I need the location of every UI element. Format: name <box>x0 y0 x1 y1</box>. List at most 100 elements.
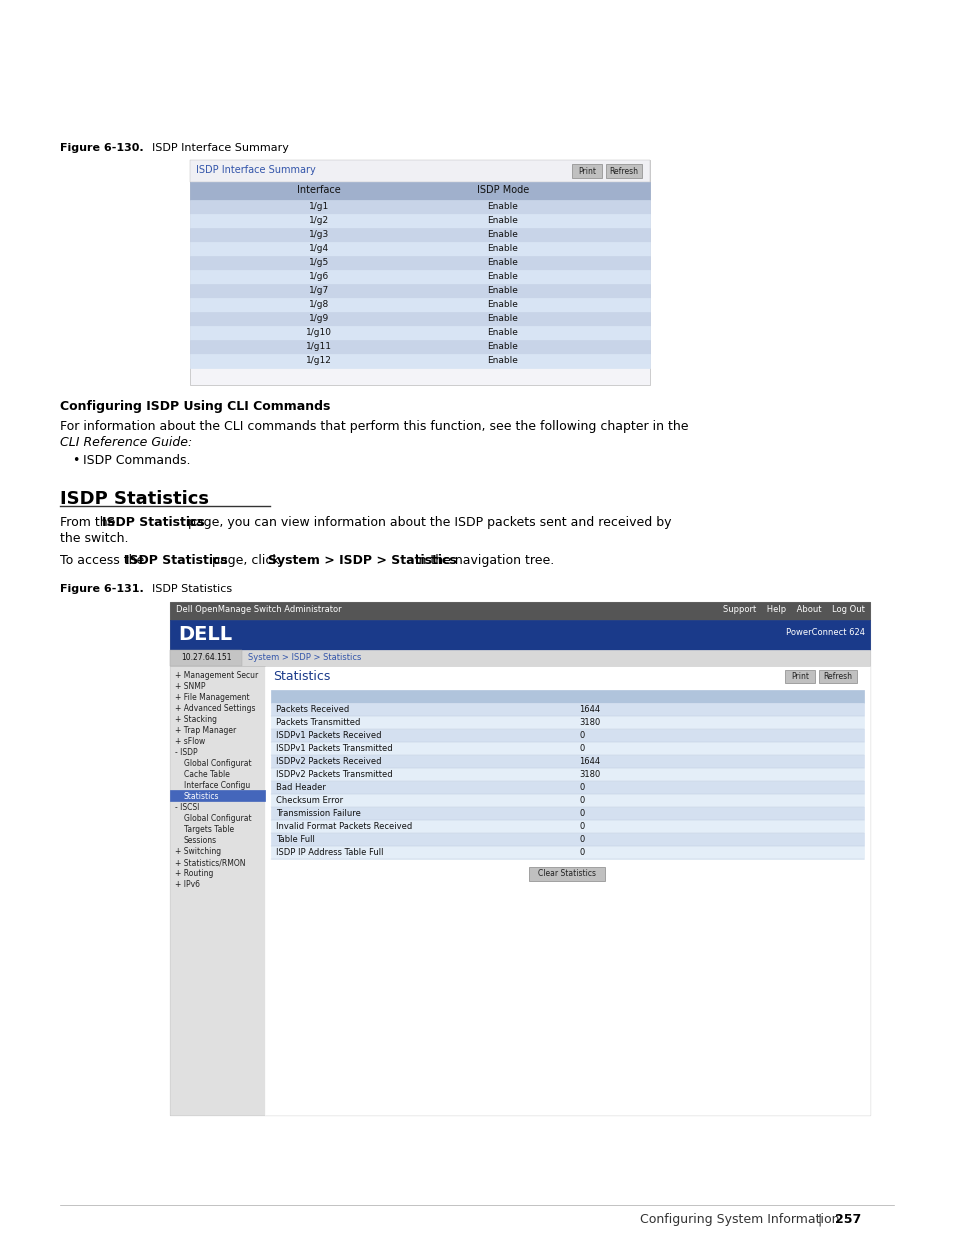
Bar <box>271 703 863 716</box>
Text: Enable: Enable <box>487 258 517 267</box>
Text: Bad Header: Bad Header <box>275 783 326 792</box>
Text: Transmission Failure: Transmission Failure <box>275 809 360 818</box>
Bar <box>190 200 649 214</box>
Text: 0: 0 <box>578 823 584 831</box>
Text: Enable: Enable <box>487 230 517 240</box>
Text: page, click: page, click <box>208 555 283 567</box>
Bar <box>190 312 649 326</box>
Text: Enable: Enable <box>487 272 517 282</box>
Bar <box>190 256 649 270</box>
Text: ISDPv2 Packets Transmitted: ISDPv2 Packets Transmitted <box>275 769 393 779</box>
Text: + Trap Manager: + Trap Manager <box>174 726 236 735</box>
Bar <box>170 601 869 620</box>
Text: Enable: Enable <box>487 329 517 337</box>
Text: Sessions: Sessions <box>184 836 217 845</box>
Bar <box>605 164 641 178</box>
Bar <box>271 768 863 781</box>
Text: |: | <box>817 1213 821 1226</box>
Text: + Routing: + Routing <box>174 869 213 878</box>
Text: in the navigation tree.: in the navigation tree. <box>411 555 554 567</box>
Bar <box>170 620 869 650</box>
Text: ISDP Interface Summary: ISDP Interface Summary <box>138 143 289 153</box>
Text: Packets Transmitted: Packets Transmitted <box>275 718 360 727</box>
Bar <box>190 161 649 385</box>
Bar <box>190 270 649 284</box>
Bar <box>271 832 863 846</box>
Bar <box>190 354 649 368</box>
Text: + File Management: + File Management <box>174 693 250 701</box>
Bar <box>190 340 649 354</box>
Bar <box>271 820 863 832</box>
Text: Configuring ISDP Using CLI Commands: Configuring ISDP Using CLI Commands <box>60 400 330 412</box>
Text: Interface: Interface <box>296 185 340 195</box>
Text: Enable: Enable <box>487 342 517 351</box>
Text: Enable: Enable <box>487 216 517 225</box>
Text: 3180: 3180 <box>578 718 600 727</box>
Bar <box>271 806 863 820</box>
Text: 1/g8: 1/g8 <box>309 300 329 309</box>
Text: + IPv6: + IPv6 <box>174 881 200 889</box>
Bar <box>170 650 869 666</box>
Text: ISDP Interface Summary: ISDP Interface Summary <box>195 165 315 175</box>
Text: Figure 6-131.: Figure 6-131. <box>60 584 144 594</box>
Text: Global Configurat: Global Configurat <box>184 814 252 823</box>
Text: Clear Statistics: Clear Statistics <box>537 869 596 878</box>
Bar <box>271 781 863 794</box>
Text: Enable: Enable <box>487 314 517 324</box>
Text: Print: Print <box>578 167 596 177</box>
Text: Dell OpenManage Switch Administrator: Dell OpenManage Switch Administrator <box>175 605 341 614</box>
Bar <box>271 755 863 768</box>
Text: To access the: To access the <box>60 555 148 567</box>
Text: Statistics: Statistics <box>273 671 330 683</box>
Bar <box>271 846 863 860</box>
Text: 1/g9: 1/g9 <box>309 314 329 324</box>
Text: 257: 257 <box>834 1213 861 1226</box>
Text: the switch.: the switch. <box>60 532 129 545</box>
Bar <box>529 867 604 881</box>
Bar <box>271 690 863 703</box>
Text: + Stacking: + Stacking <box>174 715 216 724</box>
Text: Refresh: Refresh <box>609 167 638 177</box>
Bar <box>572 164 601 178</box>
Bar <box>190 326 649 340</box>
Text: 1/g5: 1/g5 <box>309 258 329 267</box>
Text: Enable: Enable <box>487 287 517 295</box>
Text: 1/g2: 1/g2 <box>309 216 329 225</box>
Text: ISDP Statistics: ISDP Statistics <box>102 516 204 529</box>
Text: page, you can view information about the ISDP packets sent and received by: page, you can view information about the… <box>184 516 671 529</box>
Text: Enable: Enable <box>487 300 517 309</box>
Text: ISDPv1 Packets Transmitted: ISDPv1 Packets Transmitted <box>275 743 393 753</box>
Text: Invalid Format Packets Received: Invalid Format Packets Received <box>275 823 412 831</box>
Text: + Management Secur: + Management Secur <box>174 671 258 680</box>
Text: 1/g12: 1/g12 <box>306 356 332 366</box>
Text: Checksum Error: Checksum Error <box>275 797 343 805</box>
Text: 1/g4: 1/g4 <box>309 245 329 253</box>
Text: + SNMP: + SNMP <box>174 682 205 692</box>
Text: Targets Table: Targets Table <box>184 825 233 834</box>
Bar <box>170 601 869 1115</box>
Text: 0: 0 <box>578 797 584 805</box>
Text: Cache Table: Cache Table <box>184 769 230 779</box>
Bar <box>190 228 649 242</box>
Text: Configuring System Information: Configuring System Information <box>639 1213 839 1226</box>
Text: Enable: Enable <box>487 203 517 211</box>
Text: Statistics: Statistics <box>184 792 219 802</box>
Text: + Advanced Settings: + Advanced Settings <box>174 704 255 713</box>
Text: ISDP Statistics: ISDP Statistics <box>60 490 209 508</box>
Text: Packets Received: Packets Received <box>275 705 349 714</box>
Text: Print: Print <box>790 672 808 680</box>
Text: From the: From the <box>60 516 119 529</box>
Text: •: • <box>71 454 79 467</box>
Text: ISDP Statistics: ISDP Statistics <box>138 584 232 594</box>
Text: ISDP Mode: ISDP Mode <box>476 185 528 195</box>
Bar <box>271 742 863 755</box>
Text: System > ISDP > Statistics: System > ISDP > Statistics <box>268 555 456 567</box>
Text: 10.27.64.151: 10.27.64.151 <box>180 653 231 662</box>
Bar <box>190 242 649 256</box>
Text: ISDPv2 Packets Received: ISDPv2 Packets Received <box>275 757 381 766</box>
Text: Interface Configu: Interface Configu <box>184 781 250 790</box>
Text: System > ISDP > Statistics: System > ISDP > Statistics <box>248 653 361 662</box>
Text: - ISCSI: - ISCSI <box>174 803 199 811</box>
Bar <box>170 666 265 1115</box>
Bar <box>818 671 856 683</box>
